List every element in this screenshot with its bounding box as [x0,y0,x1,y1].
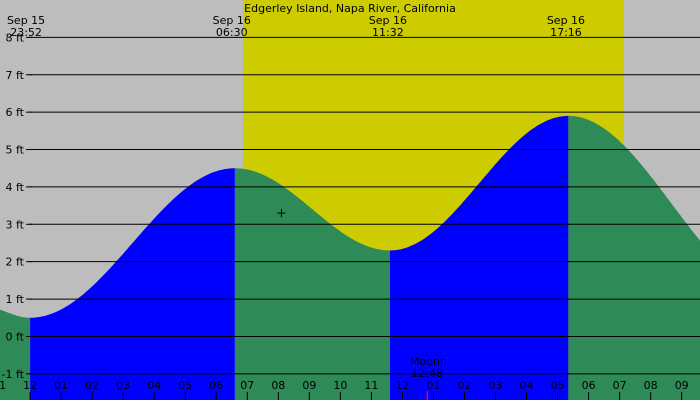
moonrise-label: Moonr [410,355,445,368]
chart-title: Edgerley Island, Napa River, California [244,2,456,15]
y-tick-label: 5 ft [6,144,25,157]
x-tick-label: 09 [302,379,316,392]
y-tick-label: 1 ft [6,293,25,306]
event-date: Sep 16 [369,14,407,27]
gridlines [29,36,700,375]
x-tick-label: 03 [489,379,503,392]
y-tick-label: 2 ft [6,256,25,269]
y-tick-label: -1 ft [2,368,25,381]
x-tick-label: 07 [240,379,254,392]
rising-tide-segment-1 [30,168,235,400]
x-tick-label: 05 [178,379,192,392]
y-tick-label: 8 ft [6,31,25,44]
current-marker [277,209,286,218]
x-tick-label: 10 [333,379,347,392]
x-tick-label: 08 [644,379,658,392]
x-tick-label: 11 [0,379,6,392]
x-tick-label: 12 [395,379,409,392]
event-time: 06:30 [216,26,248,39]
event-date: Sep 16 [213,14,251,27]
y-tick-label: 3 ft [6,218,25,231]
y-tick-label: 0 ft [6,330,25,343]
x-tick-label: 01 [54,379,68,392]
moonrise-time: 12:48 [411,367,443,380]
x-axis-ticks: 11 12 01 02 03 04 05 06 07 08 09 10 11 12 01 02 03 04 05 06… [0,379,689,400]
x-tick-label: 07 [613,379,627,392]
falling-tide-segment-0 [0,309,31,400]
x-tick-label: 02 [85,379,99,392]
x-tick-label: 06 [582,379,596,392]
x-tick-label: 12 [23,379,37,392]
y-tick-label: 7 ft [6,69,25,82]
x-tick-label: 11 [364,379,378,392]
event-time: 23:52 [10,26,42,39]
x-tick-label: 06 [209,379,223,392]
x-tick-label: 04 [147,379,161,392]
x-tick-label: 08 [271,379,285,392]
x-tick-label: 09 [675,379,689,392]
event-date: Sep 15 [7,14,45,27]
y-tick-label: 6 ft [6,106,25,119]
x-tick-label: 03 [116,379,130,392]
y-axis-ticks: -1 ft 0 ft 1 ft 2 ft 3 ft 4 ft 5 ft 6 ft 7 ft 8 f… [2,31,32,381]
x-tick-label: 02 [457,379,471,392]
y-tick-label: 4 ft [6,181,25,194]
tide-area [0,115,700,400]
event-date: Sep 16 [547,14,585,27]
x-tick-label: 05 [551,379,565,392]
event-time: 17:16 [550,26,582,39]
event-time: 11:32 [372,26,404,39]
falling-tide-segment-2 [234,168,390,400]
x-tick-label: 01 [426,379,440,392]
x-tick-label: 04 [520,379,534,392]
